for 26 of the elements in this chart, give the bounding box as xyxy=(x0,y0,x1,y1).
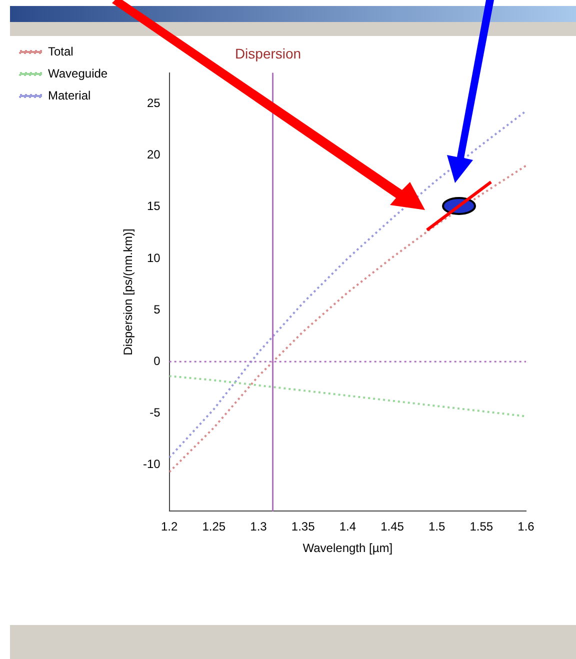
x-tick-label: 1.25 xyxy=(202,520,226,534)
y-tick-label: 5 xyxy=(154,302,161,316)
x-tick-label: 1.4 xyxy=(339,520,356,534)
y-axis-title: Dispersion [ps/(nm.km)] xyxy=(121,228,136,356)
x-tick-label: 1.35 xyxy=(291,520,316,534)
y-tick-label: -10 xyxy=(142,457,161,472)
line-series xyxy=(169,164,526,473)
legend-label: Total xyxy=(48,44,74,58)
y-tick-label: 25 xyxy=(146,96,161,110)
x-tick-label: 1.45 xyxy=(380,520,404,534)
y-tick-label: -5 xyxy=(150,406,161,420)
legend-label: Waveguide xyxy=(48,66,108,80)
line-series xyxy=(169,375,526,418)
y-tick-label: 20 xyxy=(146,148,161,162)
x-tick-label: 1.5 xyxy=(428,520,446,534)
y-tick-label: 10 xyxy=(146,250,161,265)
line-series xyxy=(169,110,526,459)
x-tick-label: 1.6 xyxy=(518,520,535,534)
x-tick-label: 1.2 xyxy=(160,520,178,534)
x-tick-label: 1.3 xyxy=(250,520,268,534)
x-tick-label: 1.55 xyxy=(470,520,494,534)
legend-label: Material xyxy=(48,88,91,102)
y-tick-label: 0 xyxy=(154,354,161,368)
chart-title: Dispersion xyxy=(234,45,302,62)
x-axis-title: Wavelength [µm] xyxy=(302,541,393,556)
y-tick-label: 15 xyxy=(146,199,161,214)
